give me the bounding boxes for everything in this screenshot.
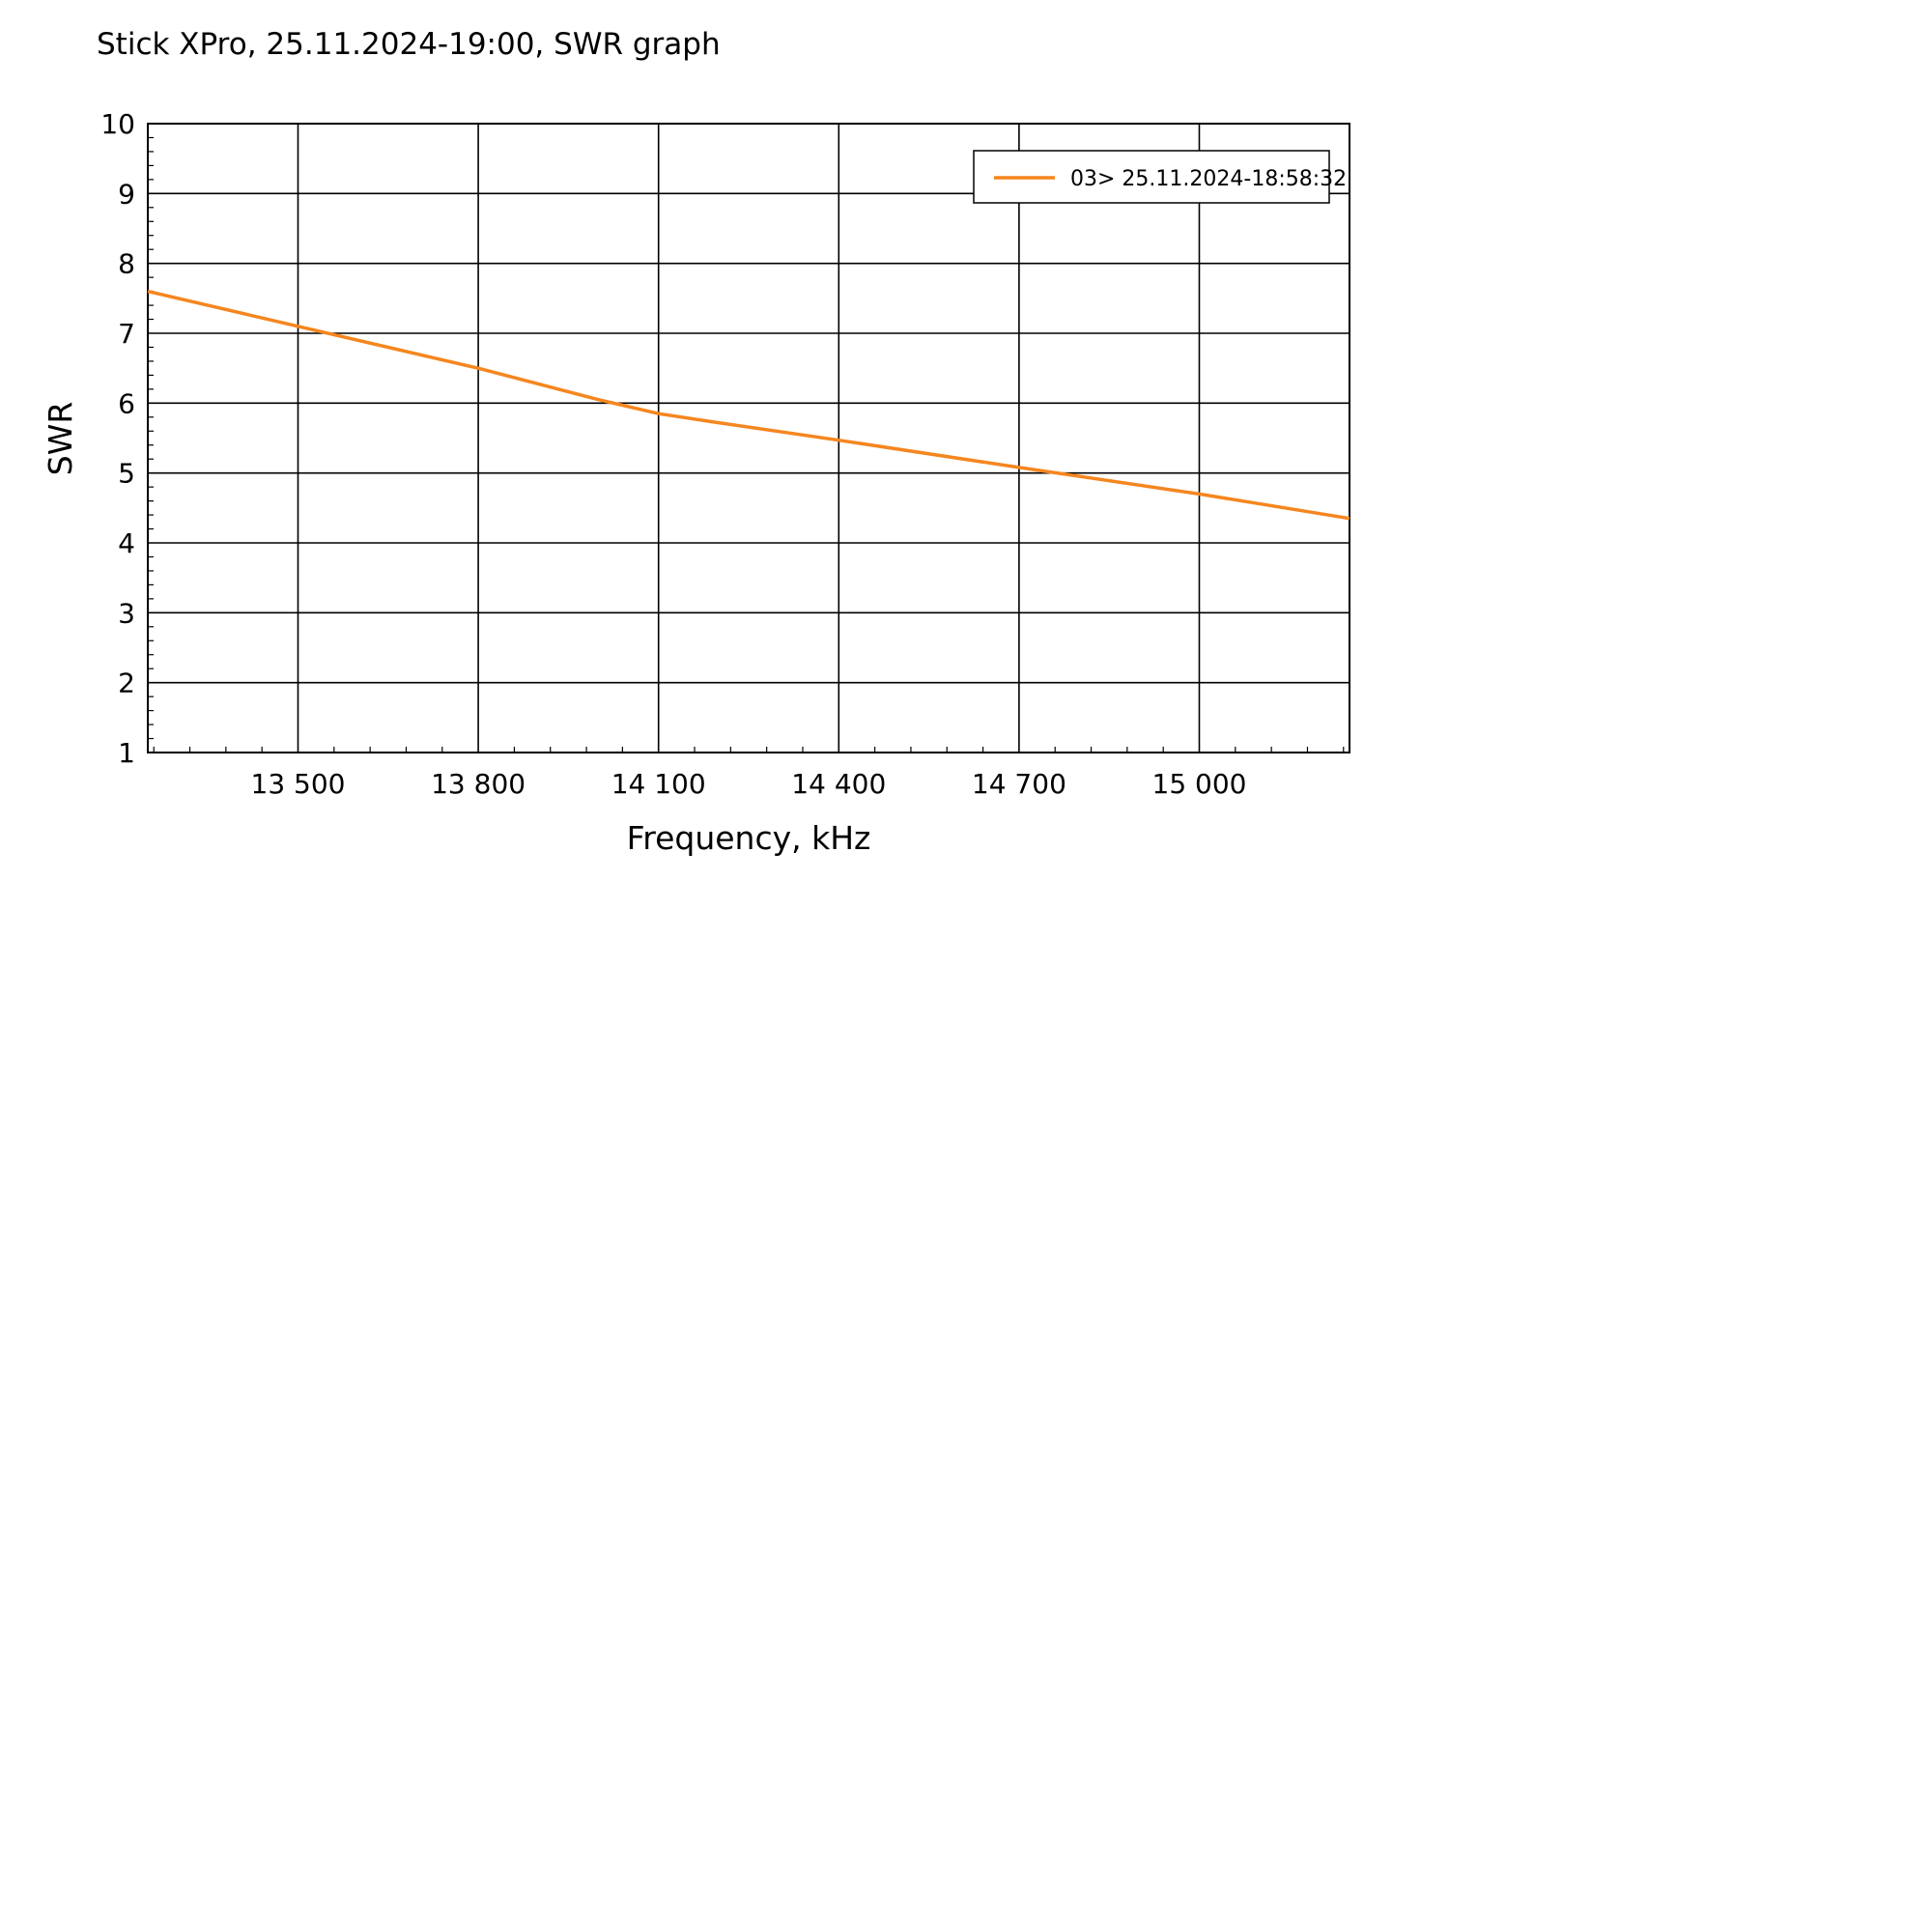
y-tick-label: 9 (118, 178, 135, 210)
y-tick-label: 7 (118, 318, 135, 350)
y-tick-label: 4 (118, 527, 135, 559)
y-axis-label: SWR (42, 402, 79, 476)
x-tick-label: 15 000 (1152, 768, 1247, 800)
chart-title: Stick XPro, 25.11.2024-19:00, SWR graph (97, 27, 721, 62)
x-axis-ticks: 13 500 13 800 14 100 14 400 14 700 15 000 (251, 768, 1247, 800)
y-tick-label: 3 (118, 597, 135, 629)
x-tick-label: 14 100 (611, 768, 706, 800)
y-axis-ticks: 1 2 3 4 5 6 7 8 9 10 (100, 108, 135, 769)
y-tick-label: 2 (118, 668, 135, 699)
y-tick-label: 10 (100, 108, 135, 140)
series-line (147, 289, 1350, 521)
x-tick-label: 14 400 (791, 768, 886, 800)
y-tick-label: 6 (118, 387, 135, 419)
y-tick-label: 1 (118, 737, 135, 769)
y-tick-label: 5 (118, 458, 135, 490)
x-axis-label: Frequency, kHz (627, 819, 871, 857)
series-lines (147, 289, 1350, 521)
y-tick-label: 8 (118, 248, 135, 280)
plot-area-frame (147, 123, 1350, 753)
x-tick-label: 14 700 (972, 768, 1066, 800)
x-tick-label: 13 500 (251, 768, 346, 800)
legend: 03> 25.11.2024-18:58:32 (973, 150, 1347, 204)
legend-entry-label: 03> 25.11.2024-18:58:32 (1070, 167, 1347, 191)
x-tick-label: 13 800 (431, 768, 526, 800)
